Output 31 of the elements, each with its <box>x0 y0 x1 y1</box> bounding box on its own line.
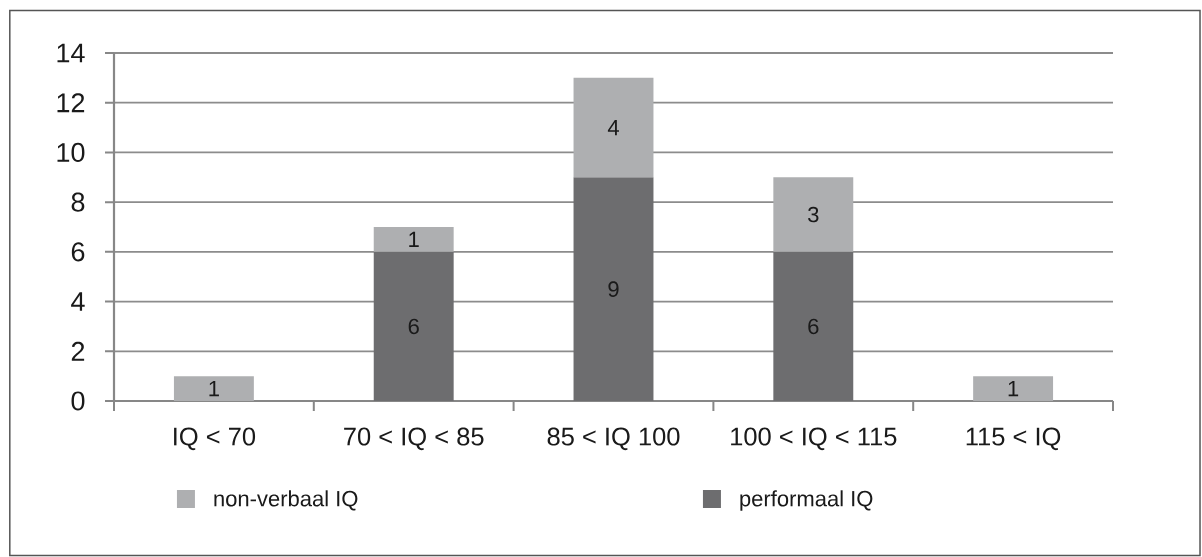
data-label: 6 <box>808 318 819 335</box>
y-tick-label: 10 <box>57 142 85 162</box>
data-label: 1 <box>209 381 219 397</box>
y-tick-label: 0 <box>71 391 85 411</box>
x-tick-label: 85 < IQ 100 <box>547 427 680 451</box>
x-tick-label: IQ < 70 <box>174 427 256 451</box>
x-tick-label: 100 < IQ < 115 <box>731 427 897 451</box>
bar <box>573 177 654 401</box>
y-tick-label: 6 <box>71 242 85 262</box>
y-tick-label: 12 <box>57 93 85 113</box>
legend-label: non-verbaal IQ <box>214 490 358 511</box>
bar <box>773 251 854 401</box>
bar <box>373 227 454 252</box>
x-tick-label: 115 < IQ <box>966 427 1061 451</box>
bar <box>173 376 254 401</box>
bar <box>773 177 854 252</box>
y-tick-label: 4 <box>71 292 85 311</box>
y-tick-label: 8 <box>71 192 85 212</box>
legend-label: performaal IQ <box>740 490 873 511</box>
data-label: 6 <box>408 318 419 335</box>
bar <box>973 376 1054 401</box>
y-tick-label: 14 <box>57 43 85 63</box>
bar <box>373 251 454 401</box>
data-label: 1 <box>409 231 419 247</box>
data-label: 1 <box>1008 381 1019 397</box>
x-tick-label: 70 < IQ < 85 <box>344 427 484 451</box>
data-label: 9 <box>608 281 619 297</box>
y-tick-label: 2 <box>71 341 85 361</box>
bar <box>573 77 654 178</box>
data-label: 4 <box>607 120 619 136</box>
data-label: 3 <box>808 206 819 223</box>
